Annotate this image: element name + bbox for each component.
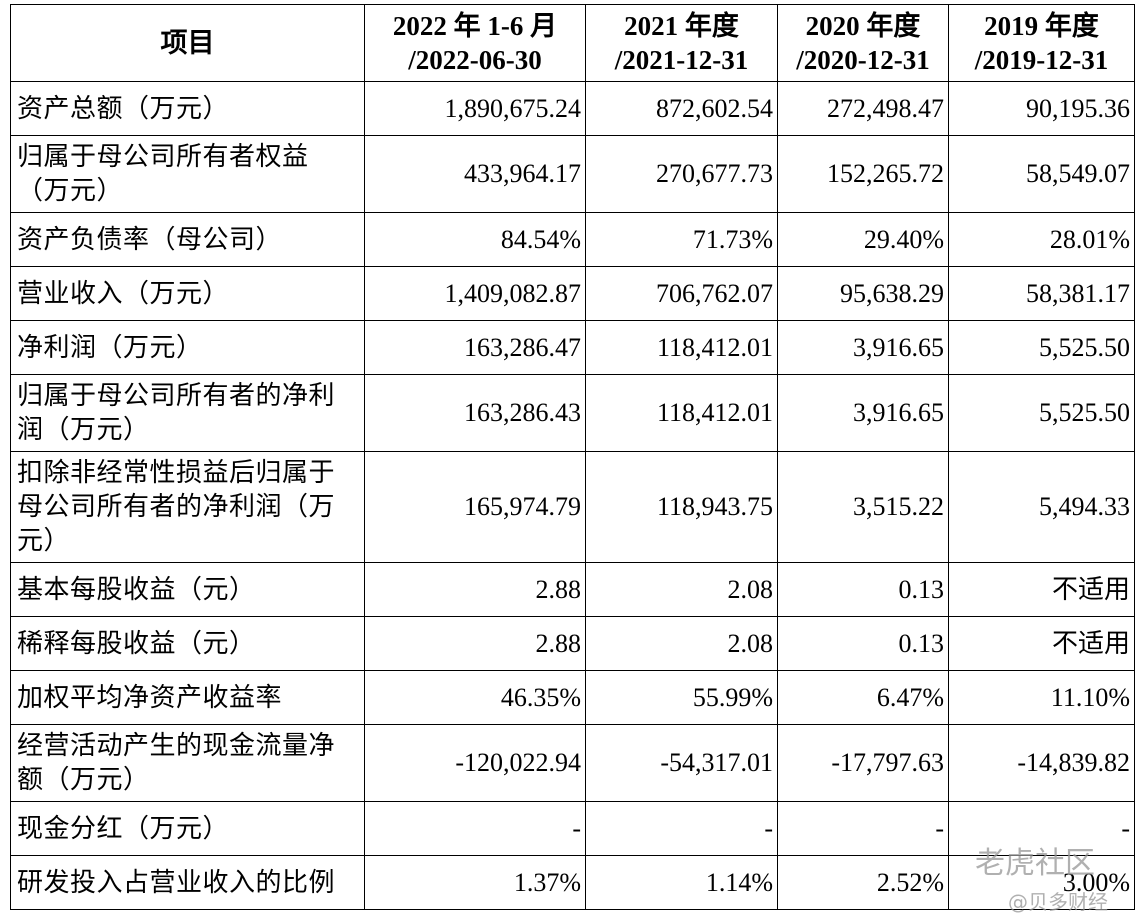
header-cell: 2019 年度/2019-12-31 — [948, 4, 1135, 82]
value-cell: 95,638.29 — [777, 266, 949, 321]
watermark-author: @贝多财经 — [1008, 890, 1108, 914]
value-cell: - — [948, 801, 1135, 856]
value-cell: 1.14% — [585, 855, 778, 910]
value-cell: 165,974.79 — [364, 451, 586, 563]
value-cell: -14,839.82 — [948, 724, 1135, 802]
value-cell: 5,494.33 — [948, 451, 1135, 563]
row-label: 归属于母公司所有者的净利润（万元） — [10, 374, 365, 452]
value-cell: -17,797.63 — [777, 724, 949, 802]
value-cell: 1,890,675.24 — [364, 81, 586, 136]
value-cell: 6.47% — [777, 670, 949, 725]
value-cell: 118,412.01 — [585, 320, 778, 375]
value-cell: - — [777, 801, 949, 856]
table-row: 经营活动产生的现金流量净额（万元） -120,022.94 -54,317.01 -1… — [10, 724, 1135, 802]
row-label: 扣除非经常性损益后归属于母公司所有者的净利润（万元） — [10, 451, 365, 563]
value-cell: - — [585, 801, 778, 856]
header-date: /2021-12-31 — [614, 45, 749, 75]
header-period: 2020 年度 — [805, 11, 921, 41]
value-cell: 1,409,082.87 — [364, 266, 586, 321]
value-cell: 55.99% — [585, 670, 778, 725]
row-label: 经营活动产生的现金流量净额（万元） — [10, 724, 365, 802]
table-body: 资产总额（万元） 1,890,675.24 872,602.54 272,498.47… — [10, 81, 1135, 910]
value-cell: -120,022.94 — [364, 724, 586, 802]
value-cell: 46.35% — [364, 670, 586, 725]
value-cell: 2.52% — [777, 855, 949, 910]
value-cell: 3,916.65 — [777, 320, 949, 375]
table-row: 稀释每股收益（元） 2.88 2.08 0.13 不适用 — [10, 616, 1135, 671]
value-cell: 2.88 — [364, 616, 586, 671]
value-cell: 不适用 — [948, 616, 1135, 671]
header-period: 2019 年度 — [984, 11, 1099, 41]
value-cell: 3,916.65 — [777, 374, 949, 452]
row-label: 加权平均净资产收益率 — [10, 670, 365, 725]
header-cell: 2022 年 1-6 月/2022-06-30 — [364, 4, 586, 82]
value-cell: 152,265.72 — [777, 135, 949, 213]
table-row: 现金分红（万元） - - - - — [10, 801, 1135, 856]
header-cell: 2021 年度/2021-12-31 — [585, 4, 778, 82]
table-row: 基本每股收益（元） 2.88 2.08 0.13 不适用 — [10, 562, 1135, 617]
value-cell: 872,602.54 — [585, 81, 778, 136]
table-row: 归属于母公司所有者权益（万元） 433,964.17 270,677.73 152,2… — [10, 135, 1135, 213]
value-cell: 5,525.50 — [948, 374, 1135, 452]
table-row: 资产总额（万元） 1,890,675.24 872,602.54 272,498.47… — [10, 81, 1135, 136]
value-cell: 3.00% — [948, 855, 1135, 910]
value-cell: 118,412.01 — [585, 374, 778, 452]
row-label: 稀释每股收益（元） — [10, 616, 365, 671]
table-row: 扣除非经常性损益后归属于母公司所有者的净利润（万元） 165,974.79 118,… — [10, 451, 1135, 563]
table-row: 研发投入占营业收入的比例 1.37% 1.14% 2.52% 3.00% — [10, 855, 1135, 910]
row-label: 资产总额（万元） — [10, 81, 365, 136]
financial-table: 项目 2022 年 1-6 月/2022-06-30 2021 年度/2021-1… — [10, 4, 1135, 910]
header-cell: 2020 年度/2020-12-31 — [777, 4, 949, 82]
table-row: 净利润（万元） 163,286.47 118,412.01 3,916.65 5,525… — [10, 320, 1135, 375]
value-cell: 706,762.07 — [585, 266, 778, 321]
value-cell: 58,381.17 — [948, 266, 1135, 321]
row-label: 现金分红（万元） — [10, 801, 365, 856]
table-row: 营业收入（万元） 1,409,082.87 706,762.07 95,638.29 5… — [10, 266, 1135, 321]
header-row: 项目 2022 年 1-6 月/2022-06-30 2021 年度/2021-1… — [10, 4, 1135, 82]
value-cell: 270,677.73 — [585, 135, 778, 213]
header-period: 2022 年 1-6 月 — [392, 11, 558, 41]
value-cell: - — [364, 801, 586, 856]
row-label: 资产负债率（母公司） — [10, 212, 365, 267]
header-period: 2021 年度 — [624, 11, 739, 41]
header-date: /2020-12-31 — [796, 45, 930, 75]
value-cell: 118,943.75 — [585, 451, 778, 563]
value-cell: 11.10% — [948, 670, 1135, 725]
header-date: /2019-12-31 — [974, 45, 1109, 75]
row-label: 净利润（万元） — [10, 320, 365, 375]
value-cell: 2.08 — [585, 616, 778, 671]
table-row: 归属于母公司所有者的净利润（万元） 163,286.43 118,412.01 3,9… — [10, 374, 1135, 452]
value-cell: -54,317.01 — [585, 724, 778, 802]
value-cell: 90,195.36 — [948, 81, 1135, 136]
row-label: 营业收入（万元） — [10, 266, 365, 321]
value-cell: 29.40% — [777, 212, 949, 267]
value-cell: 163,286.47 — [364, 320, 586, 375]
value-cell: 71.73% — [585, 212, 778, 267]
table-row: 资产负债率（母公司） 84.54% 71.73% 29.40% 28.01% — [10, 212, 1135, 267]
value-cell: 0.13 — [777, 562, 949, 617]
row-label: 基本每股收益（元） — [10, 562, 365, 617]
value-cell: 58,549.07 — [948, 135, 1135, 213]
row-label: 归属于母公司所有者权益（万元） — [10, 135, 365, 213]
watermark-brand: 老虎社区 — [975, 846, 1095, 881]
header-item: 项目 — [10, 4, 365, 82]
value-cell: 2.08 — [585, 562, 778, 617]
row-label: 研发投入占营业收入的比例 — [10, 855, 365, 910]
value-cell: 84.54% — [364, 212, 586, 267]
value-cell: 272,498.47 — [777, 81, 949, 136]
value-cell: 1.37% — [364, 855, 586, 910]
value-cell: 28.01% — [948, 212, 1135, 267]
value-cell: 163,286.43 — [364, 374, 586, 452]
value-cell: 2.88 — [364, 562, 586, 617]
value-cell: 0.13 — [777, 616, 949, 671]
table-row: 加权平均净资产收益率 46.35% 55.99% 6.47% 11.10% — [10, 670, 1135, 725]
value-cell: 5,525.50 — [948, 320, 1135, 375]
value-cell: 3,515.22 — [777, 451, 949, 563]
header-date: /2022-06-30 — [408, 45, 542, 75]
value-cell: 433,964.17 — [364, 135, 586, 213]
value-cell: 不适用 — [948, 562, 1135, 617]
